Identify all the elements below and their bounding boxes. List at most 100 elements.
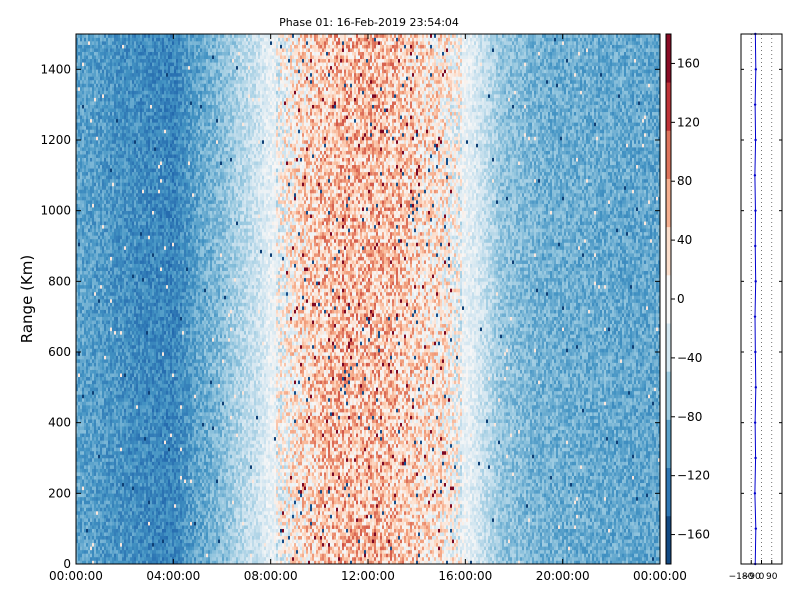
- heatmap-cell: [140, 433, 142, 437]
- heatmap-cell: [82, 34, 84, 38]
- heatmap-cell: [136, 260, 138, 264]
- heatmap-cell: [102, 168, 104, 172]
- heatmap-cell: [100, 292, 102, 296]
- heatmap-cell: [118, 66, 120, 70]
- heatmap-cell: [140, 525, 142, 529]
- heatmap-cell: [116, 394, 118, 398]
- heatmap-cell: [130, 543, 132, 547]
- heatmap-cell: [122, 553, 124, 557]
- heatmap-cell: [96, 62, 98, 66]
- heatmap-cell: [84, 543, 86, 547]
- heatmap-cell: [82, 525, 84, 529]
- heatmap-cell: [108, 550, 110, 554]
- heatmap-cell: [128, 267, 130, 271]
- heatmap-cell: [94, 271, 96, 275]
- heatmap-cell: [114, 518, 116, 522]
- heatmap-cell: [128, 62, 130, 66]
- heatmap-cell: [90, 211, 92, 215]
- heatmap-cell: [104, 444, 106, 448]
- heatmap-cell: [130, 189, 132, 193]
- heatmap-cell: [108, 228, 110, 232]
- heatmap-cell: [96, 52, 98, 56]
- heatmap-cell: [102, 281, 104, 285]
- heatmap-cell: [84, 401, 86, 405]
- heatmap-cell: [80, 416, 82, 420]
- heatmap-cell: [142, 536, 144, 540]
- heatmap-cell: [122, 437, 124, 441]
- heatmap-cell: [116, 465, 118, 469]
- heatmap-cell: [86, 472, 88, 476]
- heatmap-cell: [130, 193, 132, 197]
- heatmap-cell: [140, 175, 142, 179]
- heatmap-cell: [116, 94, 118, 98]
- heatmap-cell: [96, 493, 98, 497]
- heatmap-cell: [92, 557, 94, 561]
- heatmap-cell: [140, 341, 142, 345]
- heatmap-cell: [132, 497, 134, 501]
- heatmap-cell: [112, 172, 114, 176]
- heatmap-cell: [128, 341, 130, 345]
- heatmap-cell: [90, 214, 92, 218]
- heatmap-cell: [100, 235, 102, 239]
- heatmap-cell: [128, 391, 130, 395]
- heatmap-cell: [122, 447, 124, 451]
- heatmap-cell: [92, 536, 94, 540]
- heatmap-cell: [110, 221, 112, 225]
- heatmap-cell: [108, 444, 110, 448]
- heatmap-cell: [132, 204, 134, 208]
- heatmap-cell: [94, 536, 96, 540]
- heatmap-cell: [84, 504, 86, 508]
- heatmap-cell: [140, 359, 142, 363]
- heatmap-cell: [88, 451, 90, 455]
- heatmap-cell: [126, 532, 128, 536]
- heatmap-cell: [102, 62, 104, 66]
- heatmap-cell: [126, 430, 128, 434]
- heatmap-cell: [90, 405, 92, 409]
- heatmap-cell: [124, 447, 126, 451]
- heatmap-cell: [106, 539, 108, 543]
- heatmap-cell: [114, 553, 116, 557]
- heatmap-cell: [100, 242, 102, 246]
- heatmap-cell: [86, 295, 88, 299]
- heatmap-cell: [94, 200, 96, 204]
- heatmap-cell: [96, 500, 98, 504]
- heatmap-cell: [138, 193, 140, 197]
- heatmap-cell: [96, 507, 98, 511]
- heatmap-cell: [134, 218, 136, 222]
- heatmap-cell: [106, 76, 108, 80]
- heatmap-cell: [92, 341, 94, 345]
- heatmap-cell: [94, 45, 96, 49]
- heatmap-cell: [78, 232, 80, 236]
- heatmap-cell: [130, 465, 132, 469]
- heatmap-cell: [100, 52, 102, 56]
- heatmap-cell: [98, 264, 100, 268]
- heatmap-cell: [118, 140, 120, 144]
- heatmap-cell: [98, 522, 100, 526]
- heatmap-cell: [82, 405, 84, 409]
- heatmap-cell: [96, 200, 98, 204]
- heatmap-cell: [124, 553, 126, 557]
- heatmap-cell: [116, 207, 118, 211]
- heatmap-cell: [96, 380, 98, 384]
- heatmap-cell: [90, 401, 92, 405]
- heatmap-cell: [136, 172, 138, 176]
- heatmap-cell: [116, 59, 118, 63]
- heatmap-cell: [102, 398, 104, 402]
- heatmap-cell: [120, 197, 122, 201]
- heatmap-cell: [136, 115, 138, 119]
- heatmap-cell: [80, 384, 82, 388]
- heatmap-cell: [84, 271, 86, 275]
- heatmap-cell: [124, 246, 126, 250]
- heatmap-cell: [82, 41, 84, 45]
- heatmap-cell: [96, 472, 98, 476]
- heatmap-cell: [84, 38, 86, 42]
- heatmap-cell: [110, 476, 112, 480]
- heatmap-cell: [80, 48, 82, 52]
- heatmap-cell: [122, 260, 124, 264]
- heatmap-cell: [114, 281, 116, 285]
- heatmap-cell: [110, 465, 112, 469]
- heatmap-cell: [102, 151, 104, 155]
- heatmap-cell: [106, 126, 108, 130]
- heatmap-cell: [94, 532, 96, 536]
- heatmap-cell: [106, 140, 108, 144]
